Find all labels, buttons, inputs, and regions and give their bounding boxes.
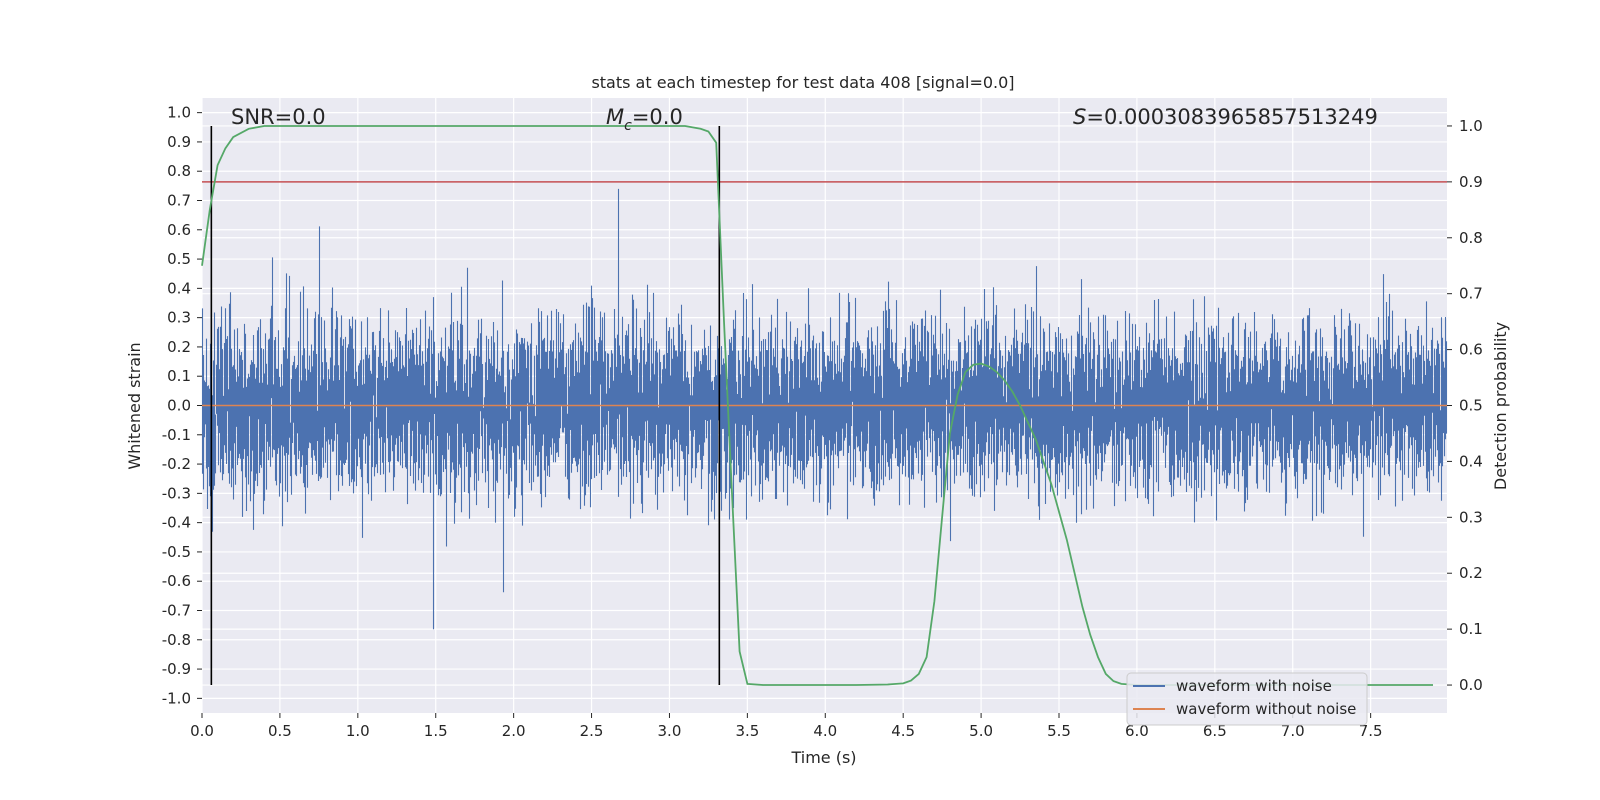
y-tick-label-left: -0.3 <box>162 484 191 502</box>
x-tick-label: 0.5 <box>268 722 292 740</box>
y-tick-label-right: 0.8 <box>1459 229 1483 247</box>
y-tick-label-left: 0.5 <box>167 250 191 268</box>
y-tick-label-right: 1.0 <box>1459 117 1483 135</box>
chirp-mass-annotation: Mc=0.0 <box>606 105 683 134</box>
y-tick-label-left: 1.0 <box>167 104 191 122</box>
y-tick-label-left: -0.6 <box>162 572 191 590</box>
y-tick-label-left: 0.8 <box>167 162 191 180</box>
y-tick-label-right: 0.7 <box>1459 285 1483 303</box>
y-tick-label-left: 0.1 <box>167 367 191 385</box>
chirp-mass-value: =0.0 <box>632 105 683 129</box>
x-tick-label: 7.5 <box>1359 722 1383 740</box>
y-tick-label-left: -0.4 <box>162 514 191 532</box>
snr-annotation: SNR=0.0 <box>231 105 326 129</box>
y-tick-label-right: 0.2 <box>1459 564 1483 582</box>
y-tick-label-left: 0.9 <box>167 133 191 151</box>
y-tick-label-right: 0.1 <box>1459 620 1483 638</box>
legend-label-without-noise: waveform without noise <box>1176 700 1356 718</box>
y-tick-label-left: 0.0 <box>167 397 191 415</box>
y-tick-label-right: 0.0 <box>1459 676 1483 694</box>
x-tick-label: 6.5 <box>1203 722 1227 740</box>
y-tick-label-left: -0.2 <box>162 455 191 473</box>
legend: waveform with noise waveform without noi… <box>1126 672 1368 726</box>
x-axis-label: Time (s) <box>790 748 856 767</box>
x-tick-label: 7.0 <box>1281 722 1305 740</box>
legend-label-with-noise: waveform with noise <box>1176 677 1332 695</box>
x-tick-label: 4.0 <box>813 722 837 740</box>
legend-box <box>1126 672 1368 726</box>
y-tick-label-left: -1.0 <box>162 689 191 707</box>
score-annotation: S=0.0003083965857513249 <box>1073 105 1378 129</box>
x-tick-label: 3.5 <box>735 722 759 740</box>
x-tick-label: 6.0 <box>1125 722 1149 740</box>
right-y-axis: 1.0 0.9 0.8 0.7 0.6 0.5 0.4 0.3 0.2 0.1 0.0 <box>1447 117 1483 694</box>
x-tick-label: 0.0 <box>190 722 214 740</box>
y-tick-label-right: 0.6 <box>1459 341 1483 359</box>
y-tick-label-left: 0.4 <box>167 279 191 297</box>
left-y-axis: 1.0 0.9 0.8 0.7 0.6 0.5 0.4 0.3 0.2 0.1 0.0 -0.1 -0.… <box>162 104 202 707</box>
y-tick-label-right: 0.9 <box>1459 173 1483 191</box>
x-tick-label: 1.5 <box>424 722 448 740</box>
y-tick-label-right: 0.5 <box>1459 397 1483 415</box>
y-tick-label-right: 0.4 <box>1459 452 1483 470</box>
x-tick-label: 4.5 <box>891 722 915 740</box>
x-tick-label: 5.0 <box>969 722 993 740</box>
y-tick-label-left: -0.7 <box>162 602 191 620</box>
y-tick-label-left: 0.7 <box>167 192 191 210</box>
chirp-mass-subscript: c <box>624 118 632 134</box>
x-tick-label: 2.0 <box>502 722 526 740</box>
y-tick-label-left: -0.5 <box>162 543 191 561</box>
y-tick-label-left: -0.9 <box>162 660 191 678</box>
score-value: =0.0003083965857513249 <box>1086 105 1378 129</box>
chart-title: stats at each timestep for test data 408… <box>591 73 1014 92</box>
series-waveform-with-noise <box>201 188 1448 630</box>
x-tick-label: 2.5 <box>580 722 604 740</box>
y-axis-label-left: Whitened strain <box>125 342 144 469</box>
x-tick-label: 5.5 <box>1047 722 1071 740</box>
y-tick-label-right: 0.3 <box>1459 508 1483 526</box>
y-tick-label-left: 0.6 <box>167 221 191 239</box>
y-tick-label-left: 0.2 <box>167 338 191 356</box>
chirp-mass-symbol: M <box>606 105 624 129</box>
y-axis-label-right: Detection probability <box>1491 322 1510 490</box>
y-tick-label-left: -0.1 <box>162 426 191 444</box>
y-tick-label-left: -0.8 <box>162 631 191 649</box>
x-axis: 0.0 0.5 1.0 1.5 2.0 2.5 3.0 3.5 4.0 4.5 5.0 5.5 6.0 6… <box>190 713 1383 740</box>
y-tick-label-left: 0.3 <box>167 309 191 327</box>
noise-waveform-path <box>201 188 1448 630</box>
overlay-lines <box>201 125 1447 686</box>
detection-probability-line <box>201 125 1433 686</box>
score-symbol: S <box>1073 105 1086 129</box>
x-tick-label: 1.0 <box>346 722 370 740</box>
x-tick-label: 3.0 <box>658 722 682 740</box>
